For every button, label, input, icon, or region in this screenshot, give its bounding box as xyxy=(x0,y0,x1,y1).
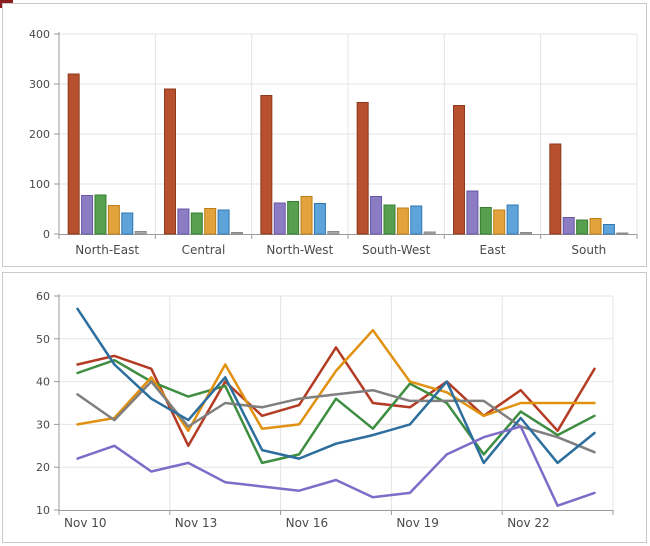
bar-gray-North-West xyxy=(327,231,340,235)
bar-gray-South-West xyxy=(423,231,436,235)
bar-green-East xyxy=(479,207,492,235)
bar-blue-South xyxy=(602,224,615,235)
x-axis-category-label: Central xyxy=(182,243,226,257)
bar-red-North-West xyxy=(260,95,273,235)
bar-gray-North-East xyxy=(134,231,147,235)
bar-blue-North-West xyxy=(313,203,326,235)
bar-green-North-West xyxy=(287,201,300,235)
bar-gray-South xyxy=(616,232,629,235)
bar-chart: 0 100 200 300 400 North-East Central North-West… xyxy=(29,28,638,257)
bar-chart-panel: 0 100 200 300 400 North-East Central North-West… xyxy=(2,3,647,267)
x-axis-category-label: North-West xyxy=(266,243,333,257)
bar-purple-Central xyxy=(177,208,190,235)
y-axis-tick-label: 20 xyxy=(36,461,50,474)
bar-purple-North-West xyxy=(273,202,286,235)
line-chart: 10 20 30 40 50 60 Nov 10 Nov 13 Nov 16 Nov 19 Nov … xyxy=(36,290,614,530)
line-chart-panel: 10 20 30 40 50 60 Nov 10 Nov 13 Nov 16 Nov 19 Nov … xyxy=(2,272,647,543)
bar-orange-North-East xyxy=(107,205,120,235)
line-series-gray xyxy=(76,380,596,454)
y-axis-tick-label: 300 xyxy=(29,78,50,91)
x-axis-tick-label: Nov 16 xyxy=(286,516,329,530)
bar-purple-South-West xyxy=(370,196,383,235)
x-axis-category-label: North-East xyxy=(75,243,139,257)
bar-orange-South-West xyxy=(396,207,409,235)
x-axis-tick-label: Nov 19 xyxy=(396,516,439,530)
y-axis-tick-label: 10 xyxy=(36,504,50,517)
y-axis-tick-label: 400 xyxy=(29,28,50,41)
bar-orange-Central xyxy=(204,208,217,235)
line-series-red xyxy=(76,346,596,448)
bar-green-South xyxy=(576,219,589,235)
bar-orange-South xyxy=(589,218,602,235)
y-axis-tick-label: 50 xyxy=(36,333,50,346)
line-series-blue xyxy=(76,307,596,465)
bar-blue-Central xyxy=(217,209,230,235)
bar-red-Central xyxy=(164,88,176,235)
bar-green-South-West xyxy=(383,204,396,235)
y-axis-tick-label: 40 xyxy=(36,376,50,389)
x-axis-tick-label: Nov 13 xyxy=(175,516,218,530)
x-axis-category-label: East xyxy=(480,243,506,257)
bar-red-North-East xyxy=(67,73,80,235)
bar-gray-Central xyxy=(231,232,243,235)
y-axis-tick-label: 0 xyxy=(43,228,50,241)
x-axis-tick-label: Nov 10 xyxy=(64,516,107,530)
line-series-green xyxy=(76,358,596,465)
bar-gray-East xyxy=(520,232,532,235)
bar-red-South xyxy=(549,143,562,235)
y-axis-tick-label: 60 xyxy=(36,290,50,303)
bar-green-Central xyxy=(190,212,203,235)
bar-red-South-West xyxy=(356,102,369,235)
bar-orange-North-West xyxy=(300,196,313,235)
y-axis-tick-label: 30 xyxy=(36,418,50,431)
x-axis-category-label: South-West xyxy=(362,243,431,257)
bar-green-North-East xyxy=(94,194,107,235)
bar-blue-North-East xyxy=(121,212,134,235)
bar-blue-East xyxy=(506,204,519,235)
bar-red-East xyxy=(453,105,465,235)
y-axis-tick-label: 100 xyxy=(29,178,50,191)
x-axis-category-label: South xyxy=(571,243,606,257)
bar-orange-East xyxy=(493,209,506,235)
line-series-purple xyxy=(76,425,596,507)
bar-purple-South xyxy=(562,217,575,235)
y-axis-tick-label: 200 xyxy=(29,128,50,141)
bar-blue-South-West xyxy=(410,205,423,235)
x-axis-tick-label: Nov 22 xyxy=(507,516,550,530)
bar-purple-North-East xyxy=(81,195,94,235)
bar-purple-East xyxy=(466,190,479,235)
